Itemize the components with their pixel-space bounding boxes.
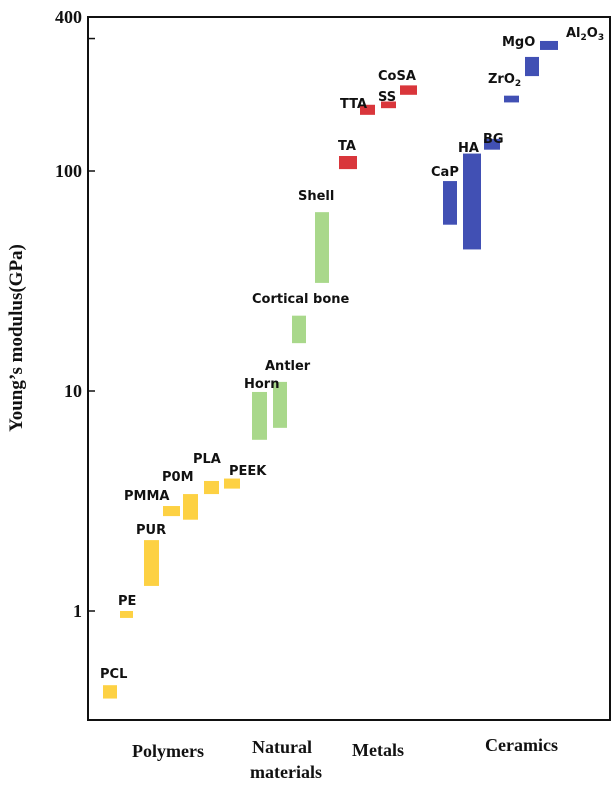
bar-label-p0m: P0M xyxy=(162,470,194,485)
bar-cosa xyxy=(400,85,417,95)
bar-pcl xyxy=(103,685,117,699)
bar-label-shell: Shell xyxy=(298,189,334,204)
bar-tta xyxy=(360,104,375,115)
bar-label-bg: BG xyxy=(483,132,504,147)
bar-label-pla: PLA xyxy=(193,452,221,467)
bar-p0m xyxy=(183,494,198,520)
bar-antler xyxy=(273,381,287,428)
bar-shell xyxy=(315,212,329,283)
bar-label-ss: SS xyxy=(378,90,396,105)
bar-label-ta: TA xyxy=(338,139,356,154)
y-tick-label: 1 xyxy=(73,601,82,621)
bars xyxy=(103,40,558,699)
bar-labels: PCL PE PUR PMMA P0M PLA PEEK Horn Antler Cortical… xyxy=(100,26,604,682)
y-axis-label: Young’s modulus(GPa) xyxy=(6,244,27,432)
bar-pmma xyxy=(163,506,180,517)
bar-label-ha: HA xyxy=(458,141,479,156)
bar-bg xyxy=(484,138,500,150)
category-labels: Polymers Natural materials Metals Ceramics xyxy=(132,735,558,782)
bar-pur xyxy=(144,540,159,586)
y-tick-label: 10 xyxy=(64,381,82,401)
bar-label-pe: PE xyxy=(118,594,136,609)
bar-ss xyxy=(381,101,396,109)
bar-mgo xyxy=(525,56,539,77)
bar-label-cortical-bone: Cortical bone xyxy=(252,292,350,307)
bar-pe xyxy=(120,611,133,618)
category-label-natural-materials: Natural materials xyxy=(250,737,322,782)
category-label-polymers: Polymers xyxy=(132,741,204,761)
bar-peek xyxy=(224,478,240,489)
bar-zro xyxy=(504,95,519,103)
category-label-metals: Metals xyxy=(352,740,404,760)
bar-label-pur: PUR xyxy=(136,523,166,538)
bar-al xyxy=(540,40,558,50)
bar-label-cap: CaP xyxy=(431,165,459,180)
plot-frame xyxy=(87,16,611,721)
bar-pla xyxy=(204,480,219,495)
bar-label-horn: Horn xyxy=(244,377,279,392)
bar-label-tta: TTA xyxy=(340,97,367,112)
bar-label-mgo: MgO xyxy=(502,35,535,50)
bar-label-antler: Antler xyxy=(265,359,311,374)
bar-horn xyxy=(252,391,267,440)
bar-ta xyxy=(339,155,357,170)
bar-label-al: Al2O3 xyxy=(566,26,604,43)
bar-label-pcl: PCL xyxy=(100,667,127,682)
bar-cortical-bone xyxy=(292,315,306,344)
y-tick-label: 100 xyxy=(55,161,82,181)
y-axis: 1 10 100 400 xyxy=(55,7,95,621)
bar-label-peek: PEEK xyxy=(229,464,267,479)
bar-label-cosa: CoSA xyxy=(378,69,416,84)
bar-label-zro: ZrO2 xyxy=(488,72,521,89)
bar-ha xyxy=(463,153,481,250)
category-label-ceramics: Ceramics xyxy=(485,735,558,755)
y-tick-label: 400 xyxy=(55,7,82,27)
bar-label-pmma: PMMA xyxy=(124,489,169,504)
bar-cap xyxy=(443,181,457,225)
